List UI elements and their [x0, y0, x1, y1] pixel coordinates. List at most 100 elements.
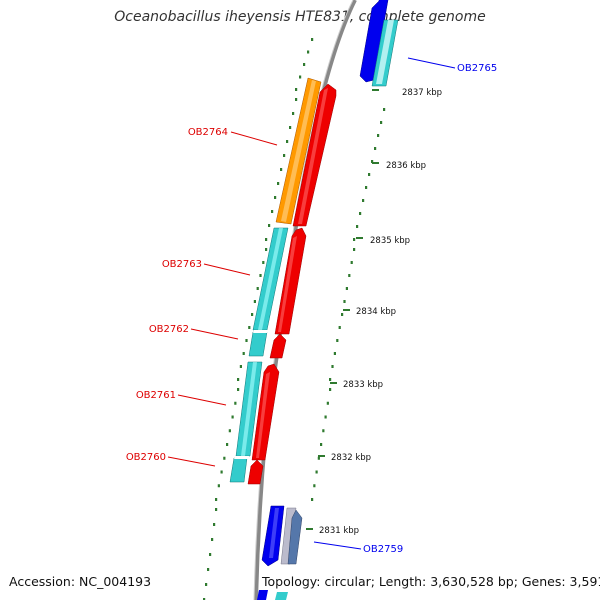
guide-dot: [383, 108, 386, 111]
guide-dot: [336, 339, 339, 342]
guide-dot: [326, 401, 329, 405]
guide-dot: [286, 140, 289, 143]
guide-dot: [248, 326, 251, 329]
guide-dot: [322, 429, 325, 433]
gene-label-ob2759[interactable]: OB2759: [363, 544, 403, 555]
guide-dot: [329, 378, 332, 381]
gene-label-ob2764[interactable]: OB2764: [188, 127, 228, 138]
gene-label-ob2765[interactable]: OB2765: [457, 63, 497, 74]
gene-label-ob2762[interactable]: OB2762: [149, 324, 189, 335]
guide-dot: [283, 154, 286, 157]
guide-dot: [324, 415, 327, 419]
guide-dot: [213, 523, 216, 526]
guide-dot: [226, 443, 229, 446]
guide-dot: [262, 261, 265, 264]
guide-dot: [242, 352, 245, 355]
guide-dot: [317, 456, 320, 460]
guide-dot: [271, 210, 274, 213]
gene-ob2764-red-shine: [298, 88, 328, 224]
gene-label-ob2760[interactable]: OB2760: [126, 452, 166, 463]
guide-dot: [356, 225, 359, 228]
gene-features: [229, 0, 399, 600]
gene-ob2760-cyan[interactable]: [229, 457, 248, 483]
gene-ob2764-orange-shine: [281, 80, 316, 222]
guide-dot: [209, 553, 212, 556]
gene-ob2763-red-shine: [278, 236, 297, 332]
gene-ob2761-red-shine: [256, 372, 270, 458]
guide-dot: [333, 352, 336, 355]
guide-dot: [329, 388, 332, 391]
inner-tick-guide: [203, 38, 314, 600]
guide-dot: [215, 498, 218, 501]
scale-tick-labels: 2831 kbp 2832 kbp 2833 kbp 2834 kbp 2835 kbp…: [319, 88, 442, 536]
guide-dot: [341, 313, 344, 316]
guide-dot: [211, 538, 214, 541]
guide-dot: [274, 196, 277, 199]
guide-dot: [353, 248, 356, 251]
guide-dot: [237, 388, 240, 391]
leader-ob2759: [313, 541, 362, 550]
gene-ob2762-cyan[interactable]: [248, 331, 268, 357]
guide-dot: [353, 238, 356, 241]
scale-label-2835: 2835 kbp: [370, 236, 410, 246]
scale-label-2831: 2831 kbp: [319, 526, 359, 536]
guide-dot: [295, 98, 298, 101]
scale-label-2834: 2834 kbp: [356, 307, 396, 317]
guide-dot: [331, 365, 334, 368]
gene-bottom-cyan: [275, 592, 288, 600]
guide-dot: [371, 160, 374, 163]
guide-dot: [245, 339, 248, 342]
guide-dot: [350, 261, 353, 264]
gene-labels: OB2765 OB2764 OB2763 OB2762 OB2761 OB2760 OB27…: [126, 57, 497, 555]
guide-dot: [265, 248, 268, 251]
leader-ob2760: [167, 456, 216, 467]
guide-dot: [295, 88, 298, 91]
gene-ob2760-red[interactable]: [247, 459, 264, 485]
guide-dot: [299, 75, 302, 79]
guide-dot: [365, 186, 368, 189]
guide-dot: [237, 378, 240, 381]
guide-dot: [368, 173, 371, 176]
gene-ob2762-cyan-separator: [253, 330, 268, 333]
gene-label-ob2761[interactable]: OB2761: [136, 390, 176, 401]
gene-ob2762-red[interactable]: [269, 333, 287, 359]
gene-ob2760-cyan-separator: [234, 456, 249, 459]
guide-dot: [320, 443, 323, 446]
guide-dot: [215, 508, 218, 511]
scale-label-2832: 2832 kbp: [331, 453, 371, 463]
guide-dot: [348, 274, 351, 277]
guide-dot: [338, 326, 341, 329]
gene-bottom-blue: [257, 590, 268, 600]
guide-dot: [251, 313, 254, 316]
leader-ob2761: [177, 394, 227, 406]
gene-ob2759-steel[interactable]: [287, 509, 303, 565]
guide-dot: [223, 456, 226, 460]
guide-dot: [268, 224, 271, 227]
guide-dot: [315, 470, 318, 474]
guide-dot: [277, 182, 280, 185]
guide-dot: [231, 415, 234, 419]
guide-dot: [345, 287, 348, 290]
accession-text: Accession: NC_004193: [9, 574, 152, 589]
gene-label-ob2763[interactable]: OB2763: [162, 259, 202, 270]
guide-dot: [311, 38, 314, 41]
gene-top-blue-cap: [378, 0, 388, 4]
guide-dot: [259, 274, 262, 277]
guide-dot: [280, 168, 283, 171]
guide-dot: [311, 498, 314, 501]
guide-dot: [265, 238, 268, 241]
leader-ob2764: [230, 131, 278, 146]
gene-ob2765-forward-white: [376, 20, 394, 84]
guide-dot: [307, 50, 310, 54]
guide-dot: [207, 568, 210, 571]
scale-label-2837: 2837 kbp: [402, 88, 442, 98]
scale-label-2836: 2836 kbp: [386, 161, 426, 171]
leader-ob2763: [203, 263, 251, 276]
gene-ob2761-cyan-shine: [241, 362, 257, 456]
guide-dot: [313, 484, 316, 488]
guide-dot: [234, 401, 237, 405]
guide-dot: [343, 300, 346, 303]
guide-dot: [256, 287, 259, 290]
